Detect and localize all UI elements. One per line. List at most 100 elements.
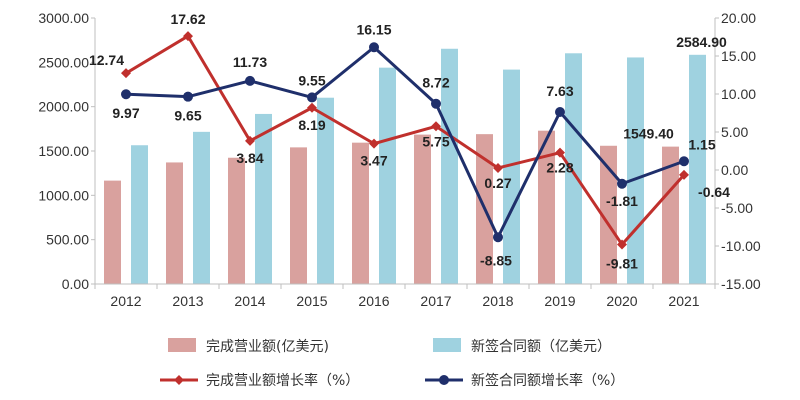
bar-revenue-2012 (104, 180, 121, 284)
bar-revenue-2014 (228, 157, 245, 284)
bar-contract-2012 (131, 145, 148, 284)
legend-3-marker (439, 375, 449, 385)
data-label-2-2017: 5.75 (422, 133, 449, 149)
data-label-2-2018: 0.27 (484, 175, 511, 191)
x-tick-label-2014: 2014 (234, 293, 265, 309)
left-tick-label: 1000.00 (38, 187, 89, 203)
x-tick-label-2019: 2019 (544, 293, 575, 309)
point-contract-growth-2012 (121, 89, 131, 100)
bar-contract-2021 (689, 54, 706, 284)
point-revenue-growth-2012 (121, 68, 131, 79)
legend-1-label: 新签合同额（亿美元） (471, 338, 611, 355)
bar-contract-2015 (317, 97, 334, 284)
data-label-2-2020: -9.81 (606, 256, 638, 272)
data-label-2-2014: 3.84 (236, 150, 263, 166)
data-label-3-2015: 9.55 (298, 72, 325, 88)
x-tick-label-2015: 2015 (296, 293, 327, 309)
data-label-2-2016: 3.47 (360, 153, 387, 169)
right-tick-label: -10.00 (721, 238, 761, 254)
legend-0-swatch (168, 338, 196, 352)
x-tick-label-2021: 2021 (668, 293, 699, 309)
data-labels-layer: 12.74 17.62 3.84 8.19 3.47 5.75 0.27 2.28 -9.81 -… (89, 11, 730, 271)
bar-revenue-2013 (166, 162, 183, 284)
legend-2-label: 完成营业额增长率（%） (206, 372, 359, 389)
data-label-2-2021: -0.64 (698, 184, 730, 200)
line-contract-growth (125, 45, 685, 239)
data-label-2-2019: 2.28 (546, 160, 573, 176)
bar-contract-2019 (565, 53, 582, 284)
point-revenue-growth-2021 (679, 169, 689, 180)
right-tick-label: -15.00 (721, 276, 761, 292)
bar-contract-2013 (193, 131, 210, 284)
point-contract-growth-2016 (369, 42, 379, 53)
left-tick-label: 2500.00 (38, 54, 89, 70)
right-tick-label: 15.00 (721, 48, 756, 64)
data-label-3-2013: 9.65 (174, 108, 201, 124)
bar-contract-2014 (255, 113, 272, 284)
x-tick-label-2013: 2013 (172, 293, 203, 309)
bar-contract-2020 (627, 57, 644, 284)
bar-revenue-2016 (352, 142, 369, 284)
data-label-2-2012: 12.74 (89, 52, 124, 68)
right-tick-label: 0.00 (721, 162, 748, 178)
bar-revenue-2015 (290, 147, 307, 284)
point-contract-growth-2017 (431, 98, 441, 109)
point-revenue-growth-2017 (431, 121, 441, 132)
bar-revenue-2017 (414, 134, 431, 284)
data-label-2-2013: 17.62 (170, 11, 205, 27)
data-label-3-2019: 7.63 (546, 83, 573, 99)
lines-layer (121, 31, 689, 250)
point-contract-growth-2020 (617, 178, 627, 189)
point-contract-growth-2013 (183, 91, 193, 102)
right-tick-label: 10.00 (721, 86, 756, 102)
data-label-2-2015: 8.19 (298, 117, 325, 133)
right-tick-label: 20.00 (721, 10, 756, 26)
x-tick-label-2017: 2017 (420, 293, 451, 309)
bar-revenue-2020 (600, 145, 617, 284)
data-label-3-2017: 8.72 (422, 75, 449, 91)
legend-0-label: 完成营业额(亿美元) (206, 339, 329, 355)
legend-2-marker (174, 375, 184, 385)
right-tick-label: 5.00 (721, 124, 748, 140)
point-contract-growth-2015 (307, 92, 317, 103)
axes-layer: 2012 2013 2014 2015 2016 2017 2018 2019 2020 2021… (38, 10, 761, 309)
data-label-3-2021: 1.15 (688, 136, 715, 152)
point-contract-growth-2019 (555, 107, 565, 118)
x-tick-label-2020: 2020 (606, 293, 637, 309)
left-tick-label: 3000.00 (38, 10, 89, 26)
left-tick-label: 0.00 (62, 276, 89, 292)
bar-contract-2018 (503, 69, 520, 284)
x-tick-label-2018: 2018 (482, 293, 513, 309)
bar-contract-2016 (379, 67, 396, 284)
x-tick-label-2016: 2016 (358, 293, 389, 309)
point-revenue-growth-2020 (617, 239, 627, 250)
point-revenue-growth-2013 (183, 31, 193, 42)
point-revenue-growth-2015 (307, 102, 317, 113)
point-revenue-growth-2016 (369, 138, 379, 149)
right-tick-label: -5.00 (721, 200, 753, 216)
point-revenue-growth-2018 (493, 162, 503, 173)
bar-contract-2017 (441, 48, 458, 284)
point-contract-growth-2014 (245, 75, 255, 86)
legend: 完成营业额(亿美元) 新签合同额（亿美元） 完成营业额增长率（%） 新签合同额增长率（… (160, 338, 624, 389)
left-tick-label: 2000.00 (38, 99, 89, 115)
data-label-1-2021: 2584.90 (676, 34, 727, 50)
legend-1-swatch (433, 338, 461, 352)
point-revenue-growth-2019 (555, 147, 565, 158)
left-tick-label: 1500.00 (38, 143, 89, 159)
data-label-3-2020: -1.81 (606, 193, 638, 209)
data-label-3-2012: 9.97 (112, 105, 139, 121)
data-label-3-2018: -8.85 (480, 252, 512, 268)
bar-revenue-2019 (538, 130, 555, 284)
data-label-3-2014: 11.73 (233, 54, 267, 70)
x-tick-label-2012: 2012 (110, 293, 141, 309)
data-label-0-2021: 1549.40 (623, 126, 674, 142)
bar-revenue-2021 (662, 146, 679, 284)
legend-3-label: 新签合同额增长率（%） (471, 372, 624, 389)
bars-layer (104, 48, 706, 284)
data-label-3-2016: 16.15 (356, 21, 391, 37)
left-tick-label: 500.00 (46, 232, 89, 248)
point-revenue-growth-2014 (245, 135, 255, 146)
